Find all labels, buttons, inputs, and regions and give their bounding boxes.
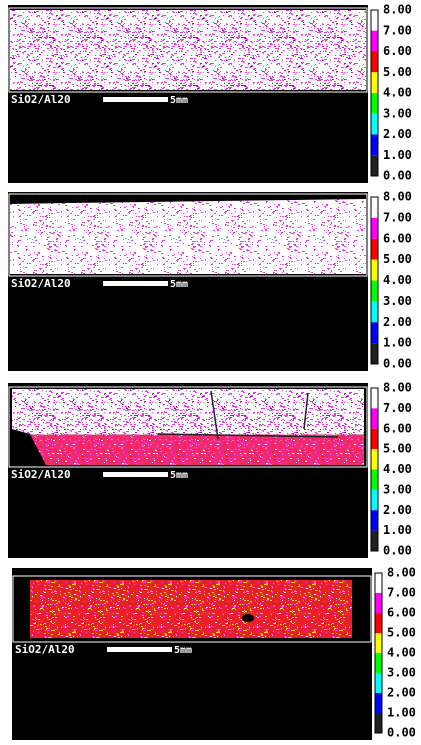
map-image <box>10 10 366 90</box>
colorbar-label: 4.00 <box>383 462 412 476</box>
colorbar-segment <box>371 197 378 218</box>
maps: SiO2/Al20 5mm 8.00 7.00 6.00 5.00 4.00 3.00 2.00… <box>0 0 421 745</box>
colorbar-segment <box>371 429 378 449</box>
colorbar-label: 0.00 <box>387 726 416 740</box>
colorbar-label: 5.00 <box>383 252 412 266</box>
colorbar-segment <box>375 713 382 733</box>
colorbar-label: 4.00 <box>383 86 412 100</box>
colorbar-segment <box>375 673 382 693</box>
colorbar-label: 2.00 <box>383 127 412 141</box>
scale-label: 5mm <box>170 95 188 106</box>
colorbar-label: 8.00 <box>383 3 412 17</box>
scale-bar <box>103 97 168 102</box>
colorbar-segment <box>375 593 382 613</box>
scale-label: 5mm <box>174 645 192 656</box>
colorbar-segment <box>375 653 382 673</box>
colorbar-segment <box>371 322 378 343</box>
colorbar-label: 8.00 <box>383 190 412 204</box>
map-hole <box>242 614 254 622</box>
colorbar-segment <box>371 135 378 156</box>
colorbar-label: 2.00 <box>383 315 412 329</box>
colorbar-segment <box>371 343 378 364</box>
colorbar-label: 3.00 <box>387 666 416 680</box>
colorbar-label: 6.00 <box>387 606 416 620</box>
colorbar-segment <box>371 155 378 176</box>
colorbar-label: 8.00 <box>387 566 416 580</box>
colorbar-segment <box>371 114 378 135</box>
colorbar-label: 3.00 <box>383 294 412 308</box>
colorbar-segment <box>371 449 378 469</box>
colorbar-segment <box>375 573 382 593</box>
colorbar-segment <box>371 490 378 510</box>
colorbar-label: 0.00 <box>383 544 412 558</box>
colorbar-label: 5.00 <box>387 626 416 640</box>
map-label: SiO2/Al20 <box>11 468 71 481</box>
colorbar-segment <box>371 260 378 281</box>
colorbar: 8.00 7.00 6.00 5.00 4.00 3.00 2.00 1.00 0.00 <box>371 381 412 558</box>
colorbar-segment <box>371 281 378 302</box>
colorbar: 8.00 7.00 6.00 5.00 4.00 3.00 2.00 1.00 0.00 <box>371 190 412 371</box>
colorbar: 8.00 7.00 6.00 5.00 4.00 3.00 2.00 1.00 0.00 <box>375 566 416 740</box>
colorbar-label: 8.00 <box>383 381 412 395</box>
colorbar-segment <box>371 10 378 31</box>
colorbar-label: 0.00 <box>383 169 412 183</box>
colorbar-segment <box>371 470 378 490</box>
colorbar-label: 0.00 <box>383 357 412 371</box>
colorbar-label: 4.00 <box>383 273 412 287</box>
panel: SiO2/Al20 5mm <box>8 383 368 558</box>
panel: SiO2/Al20 5mm <box>12 568 372 740</box>
scale-bar <box>107 647 172 652</box>
colorbar-label: 1.00 <box>387 706 416 720</box>
colorbar-segment <box>371 510 378 530</box>
colorbar-segment <box>371 52 378 73</box>
colorbar-segment <box>371 531 378 551</box>
scale-label: 5mm <box>170 470 188 481</box>
colorbar-segment <box>371 72 378 93</box>
map-label: SiO2/Al20 <box>11 93 71 106</box>
colorbar-label: 7.00 <box>383 23 412 37</box>
map-image <box>12 389 364 435</box>
scale-bar <box>103 281 168 286</box>
colorbar-label: 7.00 <box>383 401 412 415</box>
colorbar-label: 1.00 <box>383 148 412 162</box>
colorbar-label: 7.00 <box>387 586 416 600</box>
colorbar-label: 5.00 <box>383 442 412 456</box>
colorbar: 8.00 7.00 6.00 5.00 4.00 3.00 2.00 1.00 0.00 <box>371 3 412 183</box>
colorbar-label: 2.00 <box>383 503 412 517</box>
colorbar-segment <box>375 613 382 633</box>
colorbar-label: 1.00 <box>383 523 412 537</box>
panel: SiO2/Al20 5mm <box>8 192 368 371</box>
colorbar-label: 3.00 <box>383 482 412 496</box>
colorbar-label: 6.00 <box>383 421 412 435</box>
colorbar-segment <box>371 388 378 408</box>
colorbar-segment <box>371 408 378 428</box>
map-label: SiO2/Al20 <box>11 277 71 290</box>
map-image <box>30 580 352 638</box>
scale-bar <box>103 472 168 477</box>
colorbar-segment <box>371 31 378 52</box>
colorbar-label: 1.00 <box>383 336 412 350</box>
scale-label: 5mm <box>170 279 188 290</box>
colorbar-label: 6.00 <box>383 231 412 245</box>
colorbar-label: 2.00 <box>387 686 416 700</box>
colorbar-segment <box>375 633 382 653</box>
figure: SiO2/Al20 5mm 8.00 7.00 6.00 5.00 4.00 3.00 2.00… <box>0 0 421 745</box>
colorbar-label: 6.00 <box>383 44 412 58</box>
colorbar-segment <box>371 93 378 114</box>
panel: SiO2/Al20 5mm <box>8 5 368 183</box>
map-image <box>12 435 364 465</box>
colorbar-label: 7.00 <box>383 210 412 224</box>
colorbar-label: 4.00 <box>387 646 416 660</box>
map-label: SiO2/Al20 <box>15 643 75 656</box>
colorbar-label: 3.00 <box>383 106 412 120</box>
colorbar-segment <box>371 218 378 239</box>
colorbar-segment <box>375 693 382 713</box>
map-image <box>10 196 366 274</box>
colorbar-label: 5.00 <box>383 65 412 79</box>
colorbar-segment <box>371 239 378 260</box>
colorbar-segment <box>371 301 378 322</box>
